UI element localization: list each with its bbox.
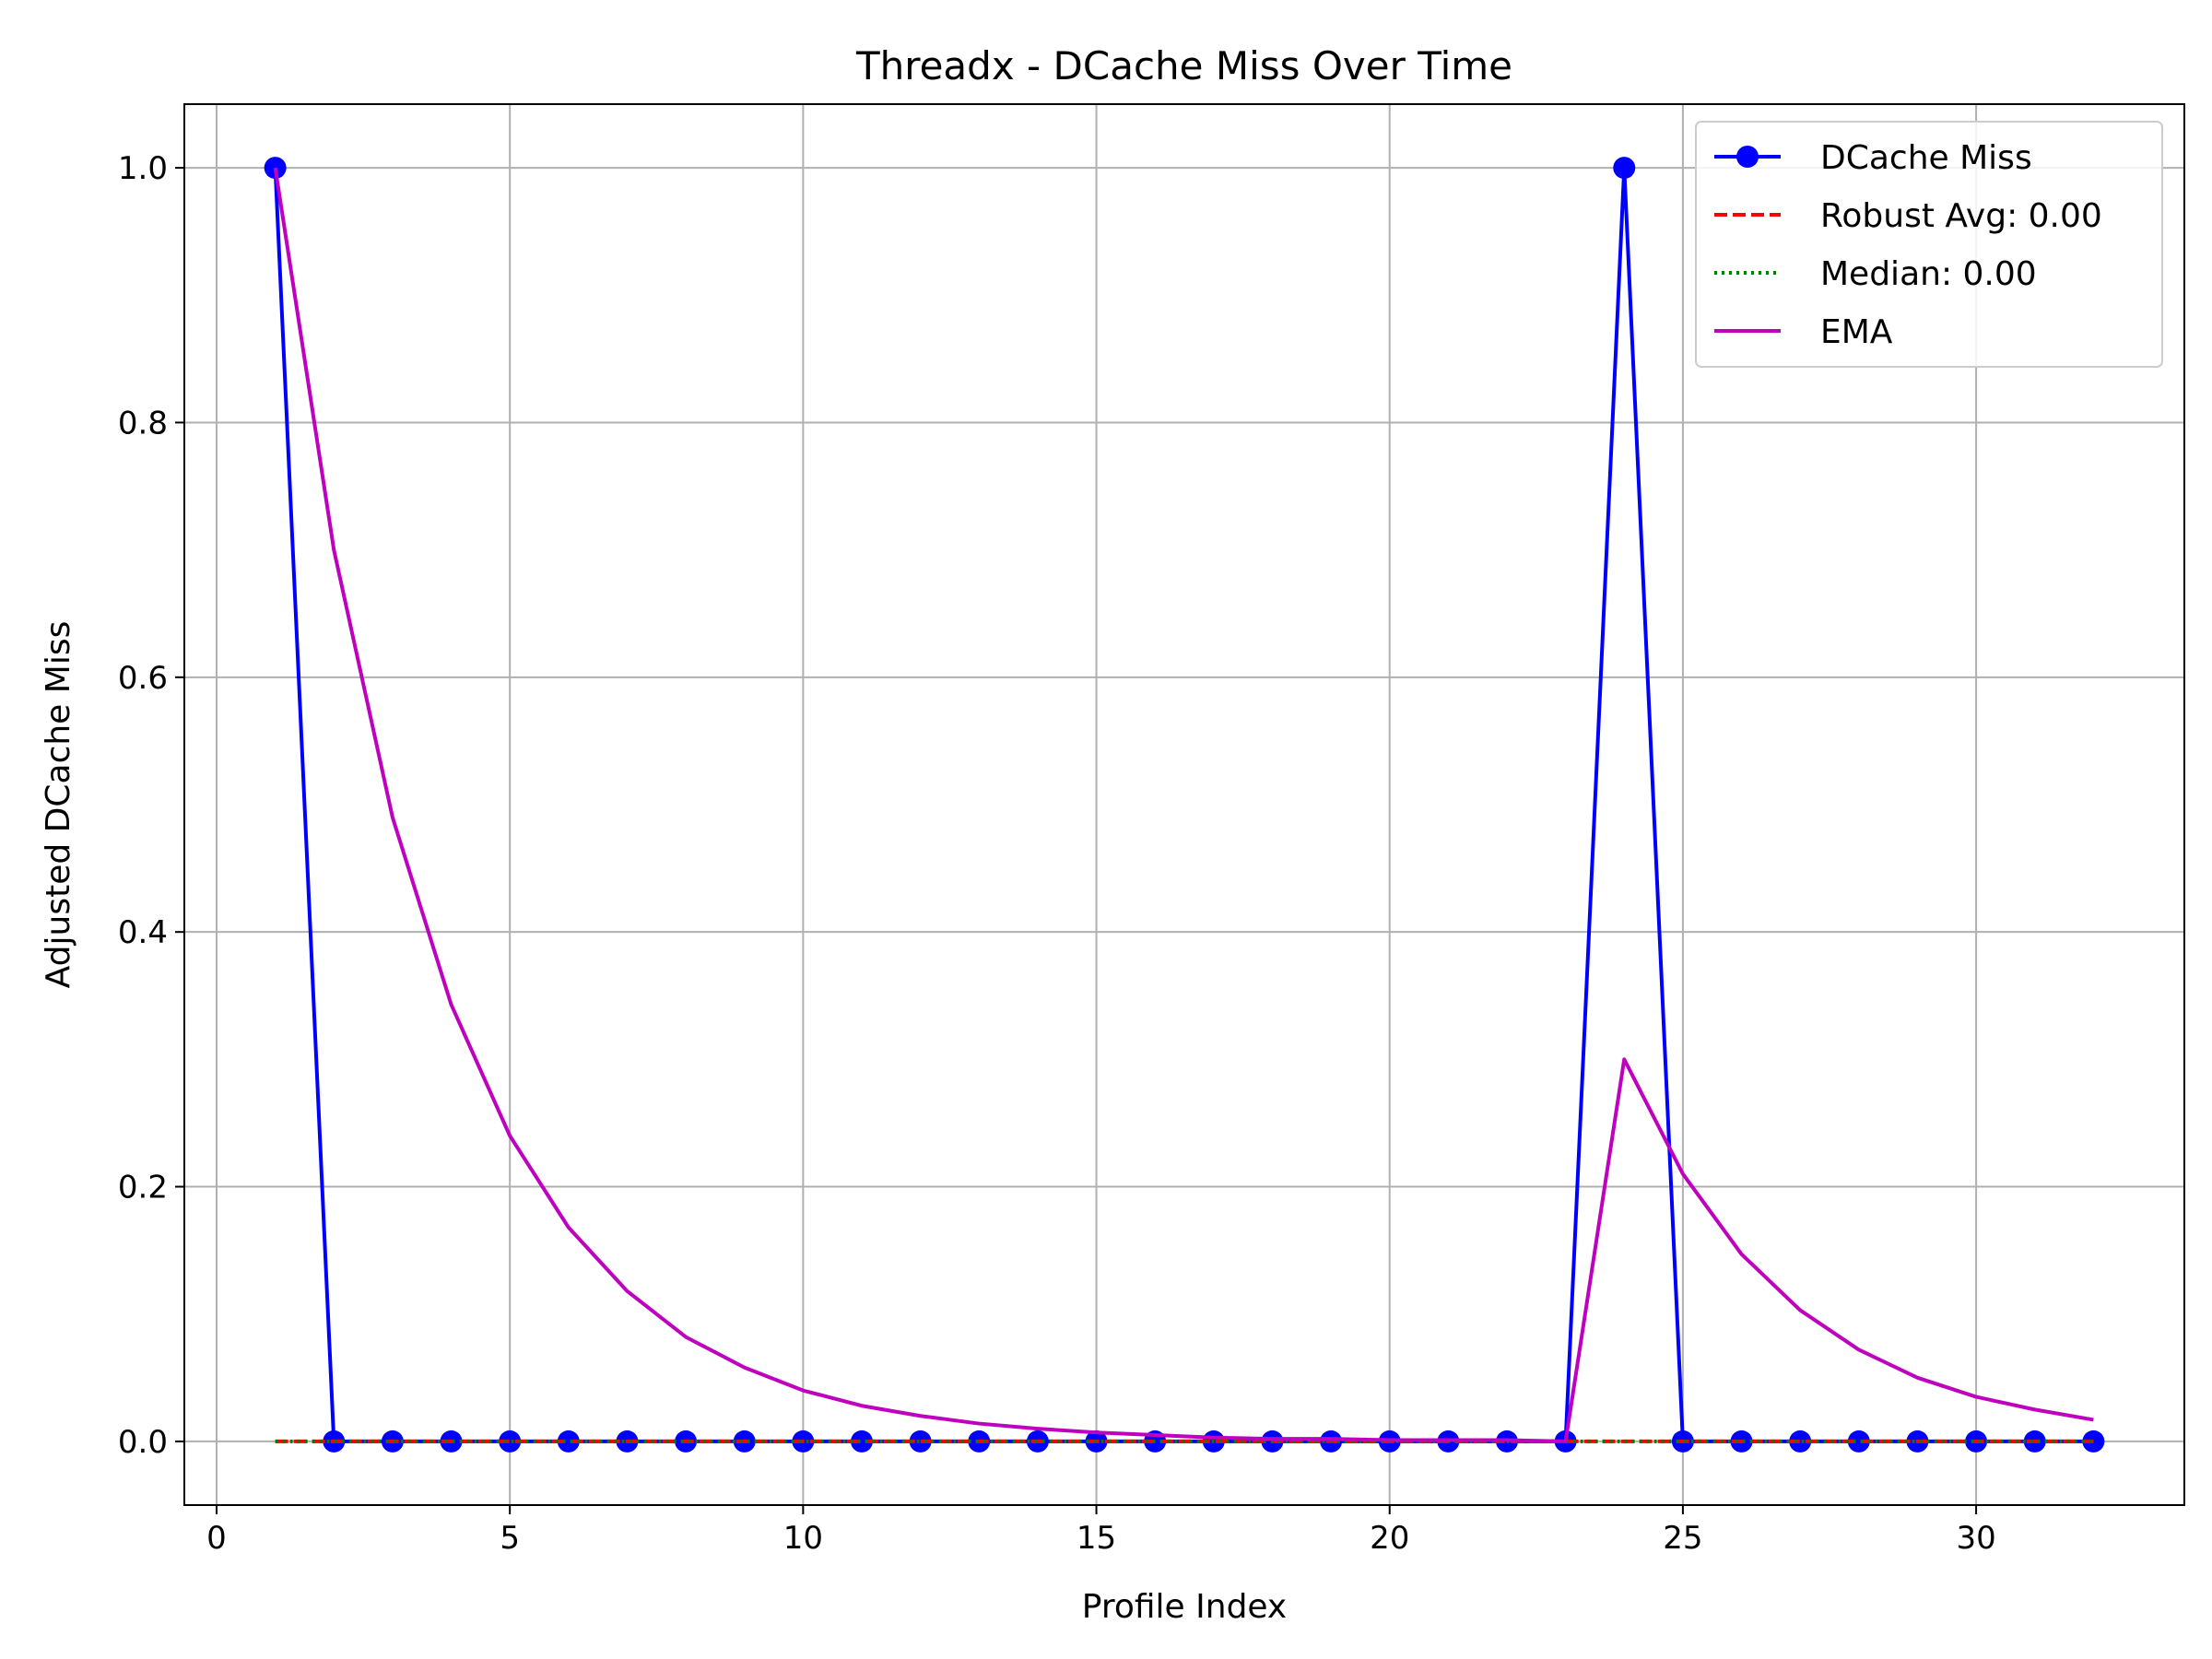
y-tick-label: 1.0: [118, 150, 168, 187]
y-tick-label: 0.8: [118, 405, 168, 441]
y-tick-label: 0.2: [118, 1170, 168, 1206]
x-tick-label: 25: [1663, 1520, 1702, 1557]
legend-label: EMA: [1820, 313, 1893, 351]
data-point: [2082, 1430, 2105, 1453]
legend-label: Median: 0.00: [1820, 255, 2037, 293]
y-tick-label: 0.0: [118, 1424, 168, 1461]
series-line: [273, 167, 2094, 1443]
data-point: [909, 1430, 932, 1453]
chart-title: Threadx - DCache Miss Over Time: [855, 43, 1512, 88]
x-tick-label: 0: [206, 1520, 227, 1557]
legend-entry: EMA: [1714, 313, 1893, 351]
x-tick-label: 10: [783, 1520, 823, 1557]
ticks: 0 5 10 15 20 25 30 0.0 0.2 0.4 0.6 0.8 1.0: [118, 150, 1996, 1557]
plot-frame: [183, 103, 2185, 1506]
x-tick-label: 20: [1370, 1520, 1409, 1557]
y-axis-label: Adjusted DCache Miss: [40, 621, 77, 989]
data-point: [1789, 1430, 1812, 1453]
x-axis-label: Profile Index: [1082, 1588, 1288, 1626]
data-point: [1847, 1430, 1870, 1453]
x-tick-label: 15: [1077, 1520, 1116, 1557]
data-point: [499, 1430, 522, 1453]
series-layer: [264, 157, 2105, 1453]
legend-marker: [1736, 146, 1759, 168]
legend-entry: Robust Avg: 0.00: [1714, 197, 2102, 235]
legend-entry: Median: 0.00: [1714, 255, 2037, 293]
legend-box: [1695, 121, 2163, 368]
data-point: [1613, 157, 1636, 180]
legend-label: Robust Avg: 0.00: [1820, 197, 2102, 235]
legend-entry: DCache Miss: [1714, 139, 2032, 177]
y-tick-label: 0.4: [118, 914, 168, 951]
legend: DCache Miss Robust Avg: 0.00 Median: 0.00 E…: [1695, 121, 2163, 368]
data-point: [851, 1430, 873, 1453]
legend-label: DCache Miss: [1820, 139, 2032, 177]
x-tick-label: 30: [1956, 1520, 1995, 1557]
y-tick-label: 0.6: [118, 660, 168, 697]
data-point: [557, 1430, 580, 1453]
series-3: [273, 167, 2094, 1443]
x-tick-label: 5: [500, 1520, 520, 1557]
